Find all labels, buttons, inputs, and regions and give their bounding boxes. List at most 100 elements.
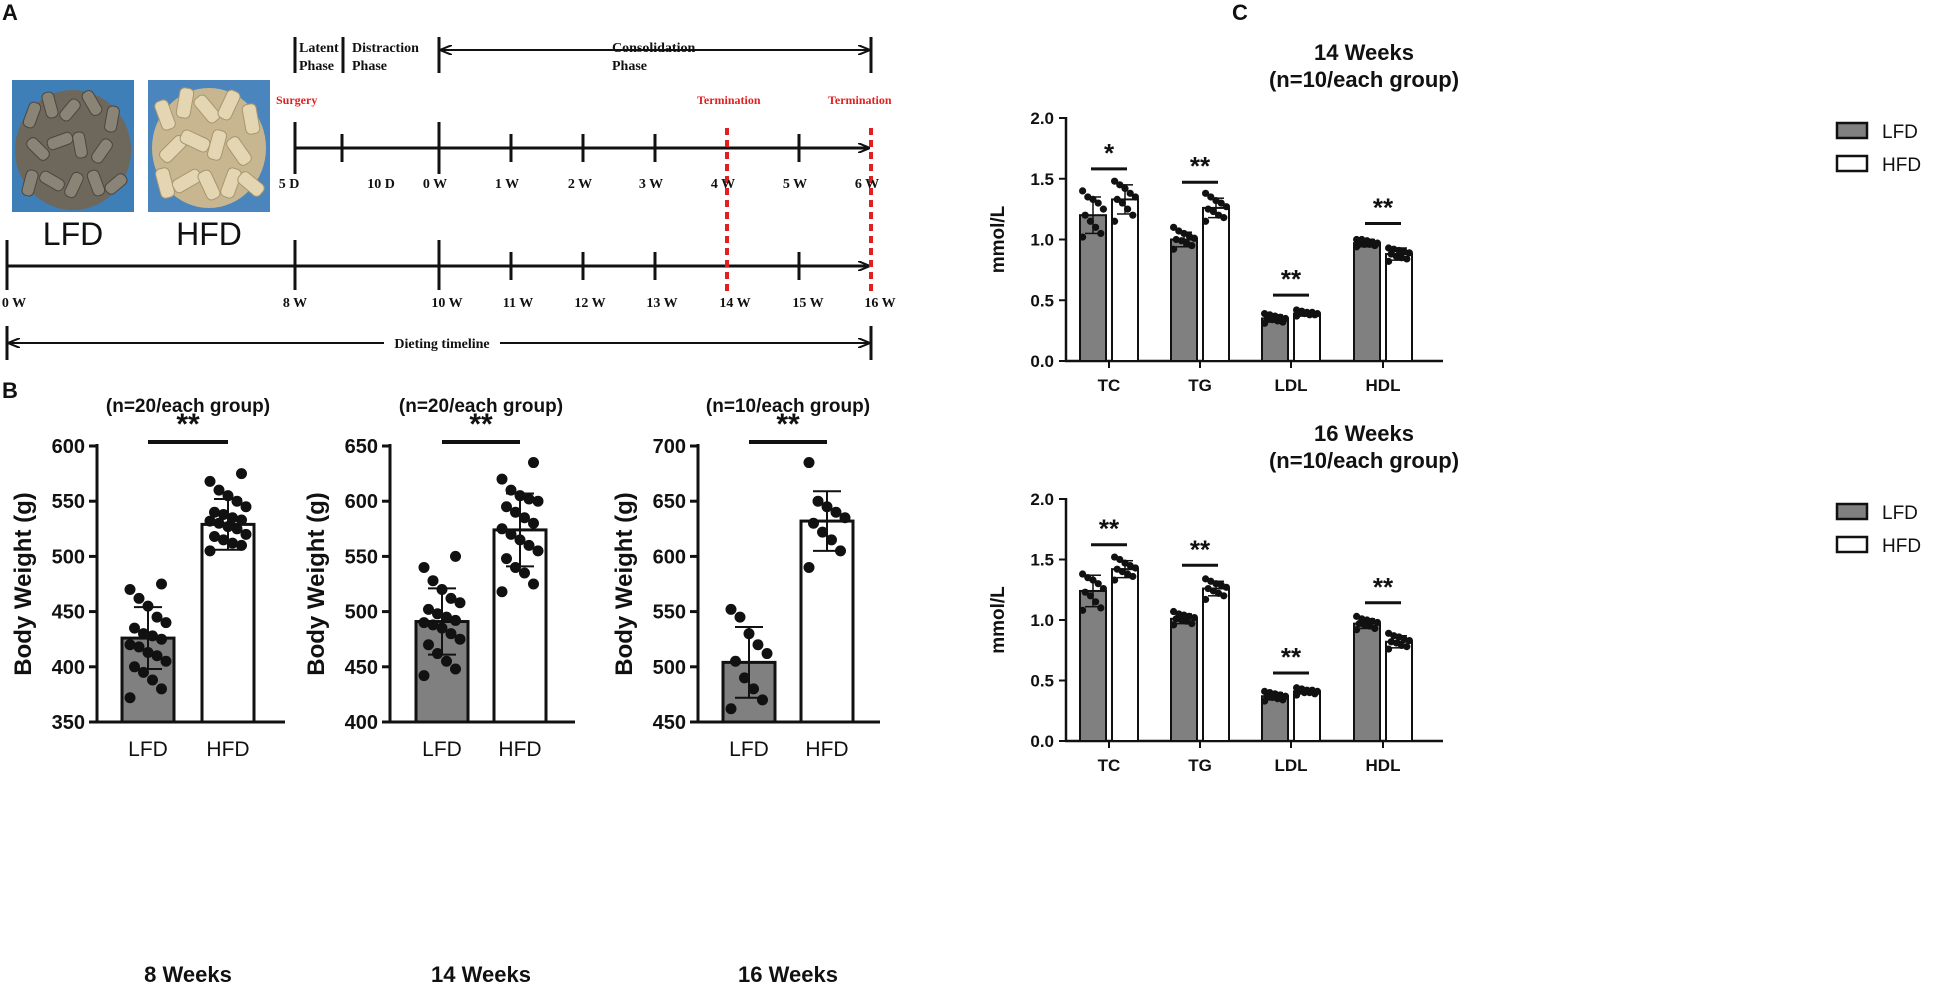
data-point bbox=[501, 553, 512, 565]
chart-ylabel: Body Weight (g) bbox=[10, 492, 37, 676]
data-point bbox=[432, 608, 443, 620]
data-point bbox=[218, 508, 229, 520]
distraction-phase-label-2: Phase bbox=[352, 59, 387, 74]
diet-tick-label: 0 W bbox=[2, 296, 26, 311]
y-tick-label: 650 bbox=[345, 436, 378, 458]
panel-label-a: A bbox=[2, 0, 18, 25]
data-point bbox=[222, 490, 234, 502]
data-point bbox=[445, 628, 457, 640]
data-point bbox=[1261, 687, 1269, 695]
data-point bbox=[423, 603, 434, 615]
surgery-tick-label: 4 W bbox=[711, 177, 735, 192]
data-point bbox=[826, 534, 837, 546]
y-tick-label: 2.0 bbox=[1030, 109, 1054, 128]
data-point bbox=[454, 597, 466, 609]
data-point bbox=[1129, 211, 1137, 219]
lfd-photo-caption: LFD bbox=[42, 216, 104, 252]
data-point bbox=[427, 619, 439, 631]
lfd-bar bbox=[1353, 242, 1381, 363]
legend-label: LFD bbox=[1882, 503, 1918, 524]
y-tick-label: 450 bbox=[345, 657, 378, 679]
data-point bbox=[1113, 565, 1121, 573]
data-point bbox=[803, 561, 815, 573]
data-point bbox=[1385, 244, 1393, 252]
data-point bbox=[151, 611, 163, 623]
timeline-panel bbox=[5, 37, 873, 360]
data-point bbox=[817, 526, 828, 538]
diet-tick-label: 14 W bbox=[719, 296, 750, 311]
legend-swatch-lfd bbox=[1835, 502, 1869, 521]
legend-label: HFD bbox=[1882, 536, 1921, 557]
data-point bbox=[1385, 645, 1393, 653]
hfd-bar bbox=[1385, 640, 1413, 743]
data-point bbox=[204, 475, 216, 487]
x-category-label: LDL bbox=[1274, 756, 1307, 775]
data-point bbox=[1111, 553, 1119, 561]
y-tick-label: 350 bbox=[52, 712, 85, 734]
diet-timeline-ticks: 0 W 8 W 10 W 11 W 12 W 13 W 14 W 15 W 16 W bbox=[2, 296, 896, 311]
data-point bbox=[752, 639, 764, 651]
chart-ylabel: mmol/L bbox=[988, 586, 1009, 654]
dieting-timeline-label: Dieting timeline bbox=[394, 337, 489, 352]
x-category-label: LDL bbox=[1274, 376, 1307, 395]
legend-label: HFD bbox=[1882, 155, 1921, 176]
data-point bbox=[1094, 199, 1102, 207]
y-tick-label: 0.5 bbox=[1030, 672, 1054, 691]
data-point bbox=[1097, 604, 1105, 612]
data-point bbox=[1212, 197, 1220, 205]
data-point bbox=[532, 545, 544, 557]
data-point bbox=[1308, 686, 1316, 694]
data-point bbox=[523, 493, 535, 505]
x-category-label: TG bbox=[1188, 756, 1212, 775]
data-point bbox=[528, 578, 539, 590]
hfd-bar bbox=[1111, 198, 1139, 362]
data-point bbox=[1293, 684, 1301, 692]
surgery-tick-label: 5 W bbox=[783, 177, 807, 192]
data-point bbox=[748, 683, 759, 695]
latent-phase-label-2: Phase bbox=[299, 59, 334, 74]
body-weight-chart-14-weeks: 400 450 500 550 600 650 LFD HFD **(n=20/each gro… bbox=[303, 396, 575, 987]
timeline-labels: Latent Phase Distraction Phase Consolida… bbox=[2, 41, 896, 352]
x-category-label: LFD bbox=[729, 738, 769, 761]
data-point bbox=[528, 457, 539, 469]
y-tick-label: 600 bbox=[52, 436, 85, 458]
data-point bbox=[757, 694, 768, 706]
surgery-tick-label: 6 W bbox=[855, 177, 879, 192]
panel-label-b: B bbox=[2, 378, 18, 403]
x-category-label: HFD bbox=[805, 738, 848, 761]
data-point bbox=[227, 537, 238, 549]
lfd-bar bbox=[1170, 617, 1198, 742]
y-tick-label: 1.5 bbox=[1030, 170, 1054, 189]
y-tick-label: 550 bbox=[653, 602, 686, 624]
data-point bbox=[204, 545, 216, 557]
data-point bbox=[812, 495, 824, 507]
hfd-bar bbox=[1293, 690, 1321, 743]
significance-marker: * bbox=[1104, 138, 1115, 168]
significance-marker: ** bbox=[1373, 193, 1394, 223]
data-point bbox=[240, 501, 252, 513]
data-point bbox=[1081, 588, 1089, 596]
x-category-label: HDL bbox=[1366, 756, 1401, 775]
y-tick-label: 450 bbox=[52, 602, 85, 624]
hfd-bar bbox=[1202, 587, 1230, 742]
data-point bbox=[1207, 193, 1215, 201]
data-point bbox=[510, 561, 521, 573]
data-point bbox=[725, 703, 737, 715]
y-tick-label: 0.0 bbox=[1030, 732, 1054, 751]
hfd-bar bbox=[1202, 206, 1230, 362]
chart-xlabel: 14 Weeks bbox=[431, 962, 531, 987]
chart-title-line: (n=10/each group) bbox=[1269, 448, 1459, 473]
legend-label: LFD bbox=[1882, 122, 1918, 143]
data-point bbox=[1079, 570, 1087, 578]
data-point bbox=[236, 539, 247, 551]
data-point bbox=[1111, 217, 1119, 225]
data-point bbox=[1353, 612, 1361, 620]
hfd-bar bbox=[1111, 568, 1139, 742]
data-point bbox=[528, 517, 539, 529]
data-point bbox=[142, 646, 154, 658]
data-point bbox=[1222, 203, 1230, 211]
legend-swatch-hfd bbox=[1835, 535, 1869, 554]
chart-xlabel: 16 Weeks bbox=[738, 962, 838, 987]
